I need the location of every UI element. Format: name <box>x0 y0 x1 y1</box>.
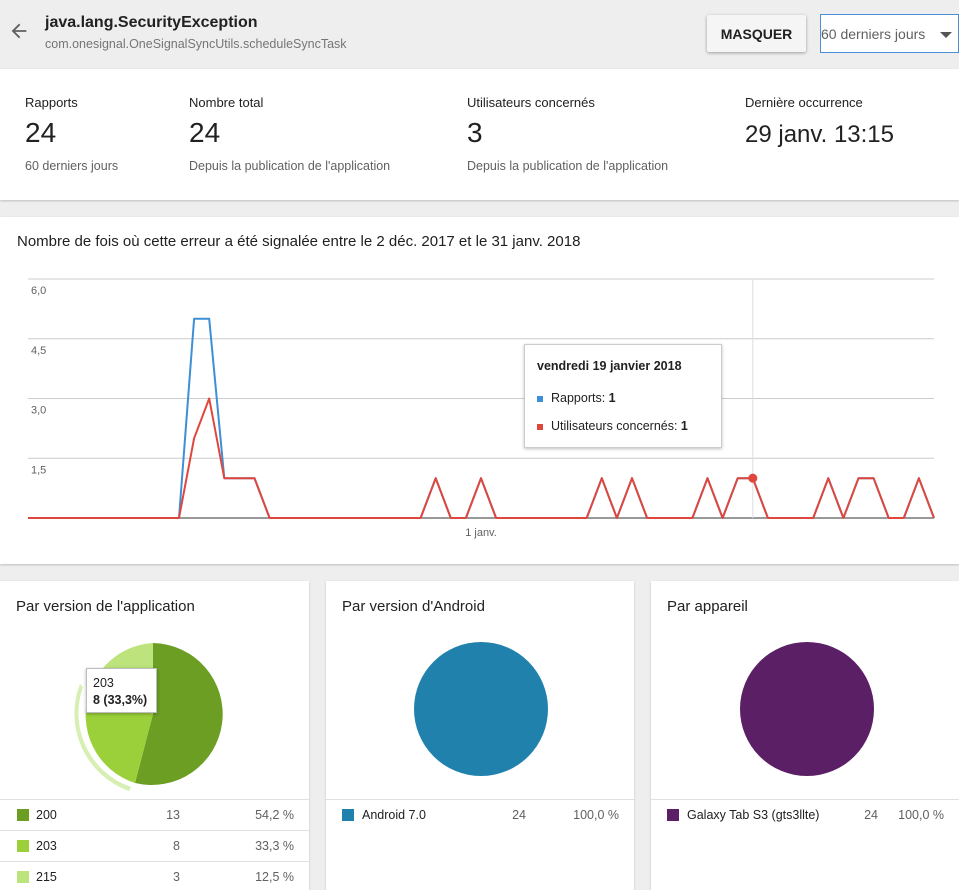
pie-card-android-version: Par version d'Android Android 7.0 24 100… <box>326 581 634 890</box>
tooltip-users-label: Utilisateurs concernés: <box>551 419 681 433</box>
error-subtitle: com.onesignal.OneSignalSyncUtils.schedul… <box>45 37 347 51</box>
tooltip-row-users: Utilisateurs concernés: 1 <box>537 419 688 433</box>
stat-total-label: Nombre total <box>189 95 264 110</box>
stat-reports-note: 60 derniers jours <box>25 159 119 173</box>
pie-device-slice[interactable] <box>740 642 874 776</box>
legend-row: 203 8 33,3 % <box>0 830 309 861</box>
legend-count: 24 <box>864 808 878 822</box>
stat-users-value: 3 <box>467 117 483 148</box>
y-tick-label: 1,5 <box>31 464 46 476</box>
y-tick-label: 3,0 <box>31 405 46 417</box>
legend-swatch <box>342 809 354 821</box>
legend-name: 215 <box>36 870 57 884</box>
stat-last-label: Dernière occurrence <box>745 95 863 110</box>
stat-reports-value: 24 <box>25 117 57 148</box>
pie-app-slice-203[interactable] <box>85 691 153 783</box>
tooltip-reports-swatch <box>537 395 543 402</box>
legend-name: 203 <box>36 839 57 853</box>
chart-title: Nombre de fois où cette erreur a été sig… <box>17 233 581 250</box>
period-select-value: 60 derniers jours <box>821 26 926 42</box>
legend-pct: 100,0 % <box>573 808 619 822</box>
legend-swatch <box>17 871 29 883</box>
pie-app-title: Par version de l'application <box>16 598 195 615</box>
legend-count: 3 <box>173 870 180 884</box>
tooltip-date: vendredi 19 janvier 2018 <box>537 359 682 373</box>
y-tick-label: 6,0 <box>31 285 46 297</box>
chevron-down-icon <box>940 32 952 38</box>
hover-point <box>748 473 758 483</box>
legend-swatch <box>667 809 679 821</box>
tooltip-reports-label: Rapports: <box>551 391 609 405</box>
legend-name: 200 <box>36 808 57 822</box>
legend-count: 13 <box>166 808 180 822</box>
period-select[interactable]: 60 derniers jours <box>820 14 959 53</box>
hide-button[interactable]: MASQUER <box>707 15 806 52</box>
x-tick-label: 1 janv. <box>465 527 497 539</box>
pie-app-tooltip-name: 203 <box>93 676 114 690</box>
legend-pct: 100,0 % <box>898 808 944 822</box>
pie-app-tooltip-value: 8 (33,3%) <box>93 693 148 707</box>
stat-total-value: 24 <box>189 117 221 148</box>
legend-swatch <box>17 840 29 852</box>
stats-card: Rapports 24 60 derniers jours Nombre tot… <box>0 69 959 200</box>
chart-tooltip: vendredi 19 janvier 2018 Rapports: 1 Uti… <box>524 344 722 448</box>
stat-reports-label: Rapports <box>25 95 78 110</box>
pie-android-slice[interactable] <box>414 642 548 776</box>
legend-row: 200 13 54,2 % <box>0 799 309 830</box>
tooltip-row-reports: Rapports: 1 <box>537 391 616 405</box>
pie-card-device: Par appareil Galaxy Tab S3 (gts3llte) 24… <box>651 581 959 890</box>
pie-app-tooltip: 203 8 (33,3%) <box>86 668 157 713</box>
pie-android-chart[interactable] <box>326 581 634 799</box>
pie-device-title: Par appareil <box>667 598 748 615</box>
tooltip-users-swatch <box>537 423 543 430</box>
legend-row: 215 3 12,5 % <box>0 861 309 890</box>
legend-swatch <box>17 809 29 821</box>
legend-count: 8 <box>173 839 180 853</box>
stat-total-note: Depuis la publication de l'application <box>189 159 391 173</box>
legend-pct: 12,5 % <box>255 870 294 884</box>
legend-pct: 33,3 % <box>255 839 294 853</box>
y-tick-label: 4,5 <box>31 345 46 357</box>
series-line-users <box>28 397 935 519</box>
stat-users-label: Utilisateurs concernés <box>467 95 595 110</box>
legend-row: Android 7.0 24 100,0 % <box>326 799 634 830</box>
pie-android-title: Par version d'Android <box>342 598 485 615</box>
page-header: java.lang.SecurityException com.onesigna… <box>0 0 959 68</box>
tooltip-users-value: 1 <box>680 419 688 433</box>
pie-device-chart[interactable] <box>651 581 959 799</box>
stat-users-note: Depuis la publication de l'application <box>467 159 669 173</box>
legend-name: Galaxy Tab S3 (gts3llte) <box>687 808 820 822</box>
tooltip-reports-value: 1 <box>608 391 616 405</box>
back-arrow-icon[interactable] <box>8 20 30 42</box>
legend-name: Android 7.0 <box>362 808 426 822</box>
pie-app-slice-203-halo <box>74 684 131 791</box>
line-chart[interactable]: 6,0 4,5 3,0 1,5 1 janv. <box>0 217 959 564</box>
pie-card-app-version: Par version de l'application 203 8 (33,3… <box>0 581 309 890</box>
chart-card: Nombre de fois où cette erreur a été sig… <box>0 217 959 564</box>
stat-last-value: 29 janv. 13:15 <box>745 121 895 148</box>
legend-pct: 54,2 % <box>255 808 294 822</box>
series-line-reports <box>28 317 935 519</box>
error-title: java.lang.SecurityException <box>45 14 258 31</box>
legend-count: 24 <box>512 808 526 822</box>
legend-row: Galaxy Tab S3 (gts3llte) 24 100,0 % <box>651 799 959 830</box>
